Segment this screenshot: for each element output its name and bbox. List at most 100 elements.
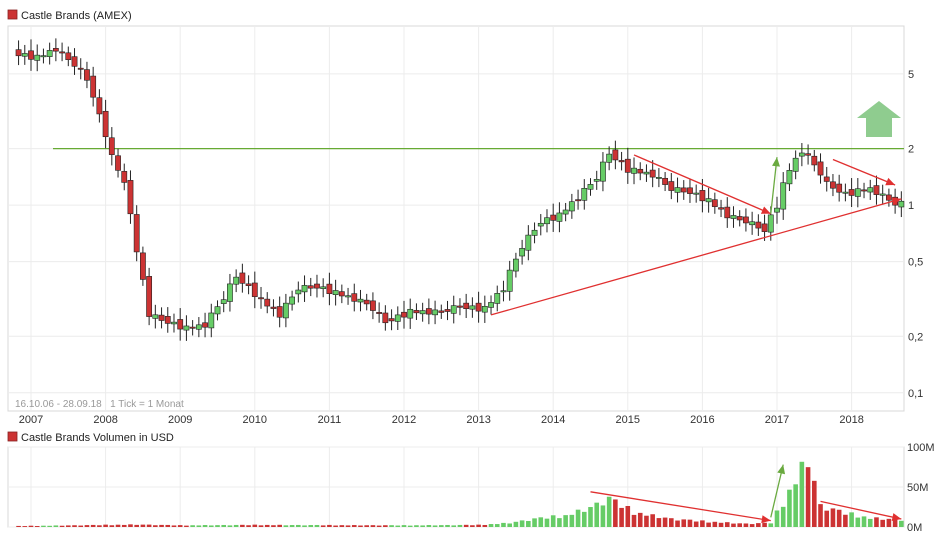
volume-bar bbox=[507, 523, 512, 527]
volume-bar bbox=[482, 524, 488, 527]
volume-bar bbox=[836, 509, 842, 527]
volume-bar bbox=[445, 524, 450, 527]
volume-bar bbox=[41, 525, 46, 527]
volume-gridlines bbox=[8, 446, 904, 528]
candle-body bbox=[774, 207, 780, 213]
volume-bar bbox=[84, 525, 90, 527]
volume-bar bbox=[563, 515, 568, 527]
trend-arrow-line bbox=[820, 500, 902, 520]
candle-body bbox=[189, 326, 196, 329]
candle-body bbox=[332, 290, 339, 295]
candle-body bbox=[861, 189, 867, 192]
volume-bar bbox=[34, 526, 40, 527]
candle-body bbox=[873, 185, 880, 195]
volume-bar bbox=[675, 520, 680, 527]
candle-body bbox=[568, 201, 575, 212]
candle-body bbox=[245, 283, 252, 286]
volume-bar bbox=[594, 502, 600, 527]
candle-body bbox=[519, 248, 526, 257]
candle-body bbox=[432, 309, 438, 316]
volume-bar bbox=[557, 518, 562, 527]
trend-arrow-head bbox=[885, 177, 896, 186]
candle-body bbox=[593, 179, 600, 182]
candle-body bbox=[214, 306, 221, 315]
x-tick-label: 2013 bbox=[466, 414, 490, 426]
volume-bar bbox=[501, 522, 506, 527]
price-chart-title: Castle Brands (AMEX) bbox=[21, 10, 132, 22]
candle-body bbox=[388, 318, 395, 322]
candle-body bbox=[587, 184, 594, 190]
price-gridlines bbox=[8, 26, 904, 411]
candle-body bbox=[351, 293, 358, 302]
candle-body bbox=[370, 300, 376, 311]
candle-body bbox=[108, 137, 115, 155]
candle-body bbox=[40, 55, 47, 58]
trend-arrow-line bbox=[832, 158, 896, 186]
trend-arrow-line bbox=[490, 198, 902, 316]
volume-bar bbox=[184, 525, 189, 527]
candle-body bbox=[233, 276, 240, 285]
volume-bar bbox=[867, 518, 873, 527]
trend-arrow-head bbox=[760, 206, 771, 214]
volume-bar bbox=[233, 524, 239, 527]
candle-body bbox=[488, 302, 494, 308]
candle-body bbox=[276, 306, 283, 318]
volume-bar bbox=[606, 496, 612, 527]
candle-body bbox=[227, 283, 233, 302]
volume-bar bbox=[799, 461, 805, 527]
volume-bar bbox=[246, 525, 251, 527]
x-tick-label: 2018 bbox=[839, 414, 863, 426]
volume-bar bbox=[370, 525, 376, 527]
volume-bar bbox=[600, 505, 606, 527]
candle-body bbox=[637, 168, 644, 174]
y-tick-label: 2 bbox=[908, 144, 914, 156]
volume-bar bbox=[314, 524, 320, 527]
candle-body bbox=[463, 302, 470, 310]
candle-body bbox=[65, 52, 72, 61]
candle-body bbox=[662, 177, 668, 185]
candle-body bbox=[823, 176, 830, 182]
candle-body bbox=[450, 305, 457, 314]
candle-body bbox=[575, 199, 581, 202]
candle-body bbox=[525, 234, 532, 251]
volume-y-tick-label: 50M bbox=[907, 482, 928, 494]
volume-bar bbox=[488, 524, 494, 527]
volume-bar bbox=[569, 514, 575, 527]
candle-body bbox=[90, 75, 97, 98]
candle-body bbox=[544, 217, 550, 225]
volume-bar bbox=[805, 467, 811, 527]
volume-bar bbox=[613, 499, 618, 527]
candle-body bbox=[699, 190, 706, 202]
candle-body bbox=[674, 187, 681, 193]
volume-bar bbox=[749, 524, 755, 527]
candle-body bbox=[687, 187, 693, 194]
volume-bar bbox=[780, 506, 786, 527]
candlestick-series bbox=[15, 38, 905, 341]
price-x-axis: 2007 2008 2009 2010 2011 2012 2013 2014 2015 2016… bbox=[19, 414, 864, 426]
candle-body bbox=[34, 54, 41, 61]
candle-body bbox=[724, 206, 731, 219]
candle-body bbox=[811, 155, 818, 166]
candle-body bbox=[581, 188, 588, 201]
volume-bar bbox=[90, 524, 96, 527]
candle-body bbox=[220, 299, 227, 304]
candle-body bbox=[817, 161, 824, 176]
volume-bar bbox=[843, 514, 848, 527]
y-tick-label: 0,1 bbox=[908, 388, 923, 400]
trend-arrow-line bbox=[770, 464, 784, 518]
volume-bar bbox=[121, 524, 127, 527]
candle-body bbox=[711, 199, 718, 207]
volume-bar bbox=[656, 518, 662, 527]
price-plot-frame bbox=[7, 25, 905, 412]
candle-body bbox=[761, 223, 768, 232]
volume-bar bbox=[146, 524, 152, 527]
candle-body bbox=[631, 167, 637, 174]
volume-bar bbox=[351, 525, 357, 527]
y-tick-label: 0,5 bbox=[908, 257, 923, 269]
volume-bar bbox=[383, 525, 388, 527]
candle-body bbox=[96, 97, 103, 115]
volume-bar bbox=[140, 524, 146, 527]
volume-bar bbox=[277, 524, 282, 527]
candle-body bbox=[171, 321, 177, 325]
candle-body bbox=[736, 216, 743, 221]
